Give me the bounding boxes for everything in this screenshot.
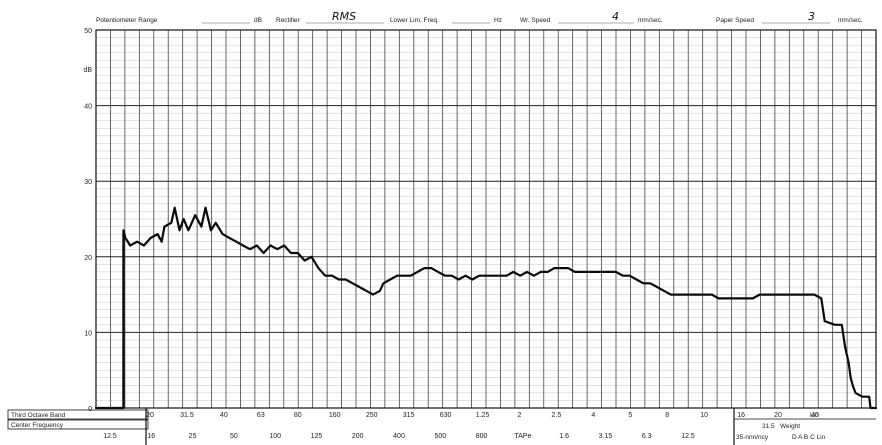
x-tick-label-lower: 12.5	[103, 433, 117, 440]
wr-speed-unit: mm/sec.	[638, 17, 663, 24]
x-tick-label-upper: 4	[591, 412, 595, 419]
x-tick-label-lower: 12.5	[681, 433, 695, 440]
paper-speed-value: 3	[808, 10, 815, 23]
grid-major	[96, 30, 876, 408]
x-tick-label-upper: 16	[737, 412, 745, 419]
center-frequency-box	[7, 419, 149, 430]
lower-lim-freq-unit: Hz	[494, 17, 502, 24]
x-axis-labels: 20 31.5 40 63 80 160 250 315 630 1.25 2 2.5 4 5 8 10 16 2…	[103, 412, 819, 440]
x-tick-label-upper: 20	[146, 412, 154, 419]
lin-label: Lin	[810, 412, 819, 419]
x-tick-label-upper: 40	[220, 412, 228, 419]
wr-speed-value: 4	[612, 10, 619, 23]
series-layer	[94, 206, 878, 410]
weight-options: D A B C Lin	[792, 434, 826, 441]
x-tick-label-upper: 5	[628, 412, 632, 419]
x-tick-label-upper: 315	[403, 412, 415, 419]
x-tick-label-lower: 50	[230, 433, 238, 440]
x-tick-label-upper: 1.25	[476, 412, 490, 419]
y-unit-label: dB	[83, 67, 92, 74]
rectifier-label: Rectifier	[276, 17, 301, 24]
x-tick-label-lower: 200	[352, 433, 364, 440]
wr-speed-label: Wr. Speed	[520, 17, 551, 24]
x-tick-label-lower: 100	[269, 433, 281, 440]
x-tick-label-upper: 63	[257, 412, 265, 419]
weight-label: Weight	[780, 423, 800, 430]
chart-footer: Third Octave Band Center Frequency Lin 3…	[7, 408, 876, 445]
x-tick-label-lower: 6.3	[642, 433, 652, 440]
x-tick-label-lower: 3.15	[599, 433, 613, 440]
potentiometer-range-unit: dB	[254, 17, 262, 24]
x-tick-label-upper: 31.5	[180, 412, 194, 419]
weight-value: 31.5	[762, 423, 775, 430]
y-tick-label: 0	[88, 406, 92, 413]
x-tick-label-upper: 40	[811, 412, 819, 419]
y-tick-label: 30	[84, 179, 92, 186]
x-tick-label-lower: 125	[311, 433, 323, 440]
chart-header: Potentiometer Range dB Rectifier RMS Low…	[96, 10, 863, 24]
x-tick-label-upper: 8	[665, 412, 669, 419]
x-tick-label-lower: 500	[434, 433, 446, 440]
third-octave-band-box	[7, 409, 149, 420]
x-tick-label-upper: 160	[329, 412, 341, 419]
rectifier-value: RMS	[332, 10, 356, 23]
x-tick-label-upper: 10	[700, 412, 708, 419]
x-tick-label-upper: 250	[366, 412, 378, 419]
third-octave-band-label: Third Octave Band	[11, 412, 66, 419]
x-tick-label-lower: 25	[189, 433, 197, 440]
y-tick-label: 50	[84, 28, 92, 35]
y-tick-label: 10	[84, 330, 92, 337]
y-axis-ticks: 0 10 20 30 40 50	[84, 28, 92, 413]
paper-speed-unit: mm/sec.	[838, 17, 863, 24]
y-tick-label: 20	[84, 255, 92, 262]
x-tick-label-upper: 80	[294, 412, 302, 419]
weight-prefix: 35-nnn/ncy	[736, 434, 769, 441]
series-line	[94, 206, 878, 410]
x-tick-label-lower: 1.6	[559, 433, 569, 440]
x-tick-label-lower: TAPe	[514, 433, 531, 440]
x-tick-label-upper: 2.5	[552, 412, 562, 419]
paper-speed-label: Paper Speed	[716, 17, 754, 24]
y-tick-label: 40	[84, 104, 92, 111]
x-tick-label-upper: 2	[517, 412, 521, 419]
x-tick-label-lower: 800	[476, 433, 488, 440]
x-tick-label-lower: 400	[393, 433, 405, 440]
x-tick-label-upper: 20	[774, 412, 782, 419]
potentiometer-range-label: Potentiometer Range	[96, 17, 158, 24]
x-tick-label-lower: 16	[147, 433, 155, 440]
lower-lim-freq-label: Lower Lim. Freq.	[390, 17, 439, 24]
center-frequency-label: Center Frequency	[11, 422, 64, 429]
x-tick-label-upper: 630	[440, 412, 452, 419]
plot-frame	[95, 29, 877, 409]
